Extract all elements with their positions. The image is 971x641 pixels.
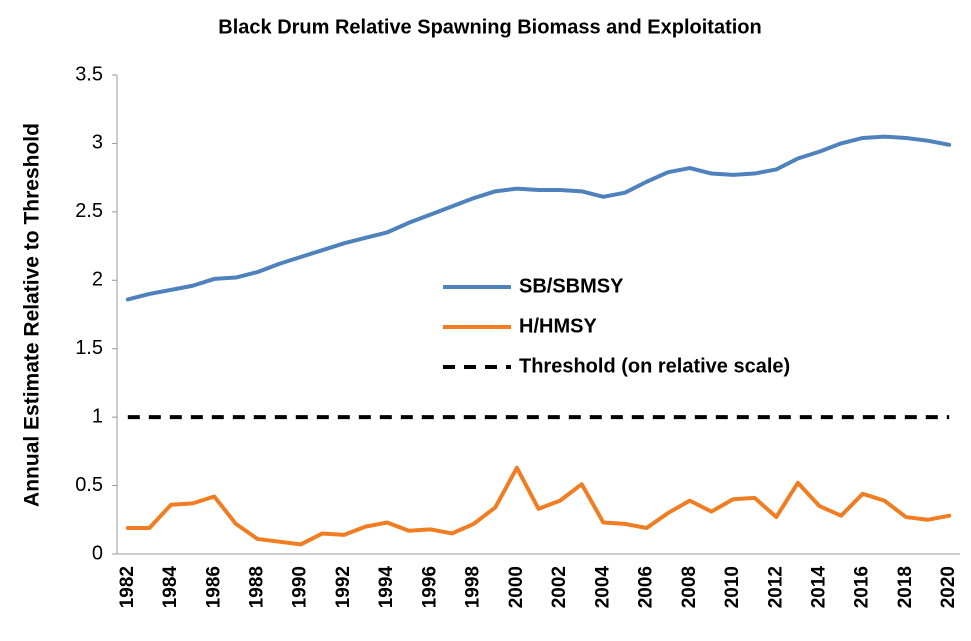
x-tick-label: 2006	[636, 566, 657, 608]
x-tick-label: 2002	[549, 566, 570, 608]
x-tick-label: 2004	[592, 566, 613, 609]
x-tick-label: 1998	[463, 566, 484, 608]
series-line	[125, 465, 952, 547]
x-tick-label: 1984	[160, 566, 181, 609]
x-tick-label: 1990	[290, 566, 311, 608]
y-tick-label: 1	[92, 405, 103, 427]
series-line	[125, 134, 952, 302]
x-tick-label: 1986	[203, 566, 224, 608]
x-tick-label: 1982	[117, 566, 138, 608]
x-tick-label: 1994	[376, 566, 397, 609]
y-tick-label: 2	[92, 269, 103, 291]
y-tick-label: 1.5	[75, 337, 103, 359]
legend-label: Threshold (on relative scale)	[519, 355, 790, 377]
x-tick-label: 1996	[419, 566, 440, 608]
y-tick-label: 0.5	[75, 474, 103, 496]
legend-label: SB/SBMSY	[519, 275, 624, 297]
y-tick-label: 3.5	[75, 63, 103, 85]
x-tick-label: 2018	[895, 566, 916, 608]
y-tick-label: 0	[92, 542, 103, 564]
y-tick-label: 2.5	[75, 200, 103, 222]
x-tick-label: 2000	[506, 566, 527, 608]
x-tick-label: 2008	[679, 566, 700, 608]
legend-label: H/HMSY	[519, 315, 597, 337]
y-axis-label: Annual Estimate Relative to Threshold	[21, 123, 44, 507]
y-tick-label: 3	[92, 132, 103, 154]
x-tick-label: 2016	[852, 566, 873, 608]
chart-title: Black Drum Relative Spawning Biomass and…	[218, 16, 761, 38]
x-tick-label: 2012	[765, 566, 786, 608]
x-tick-label: 1988	[247, 566, 268, 608]
x-tick-label: 1992	[333, 566, 354, 608]
x-tick-label: 2010	[722, 566, 743, 608]
x-tick-label: 2020	[938, 566, 959, 608]
x-tick-label: 2014	[809, 566, 830, 609]
